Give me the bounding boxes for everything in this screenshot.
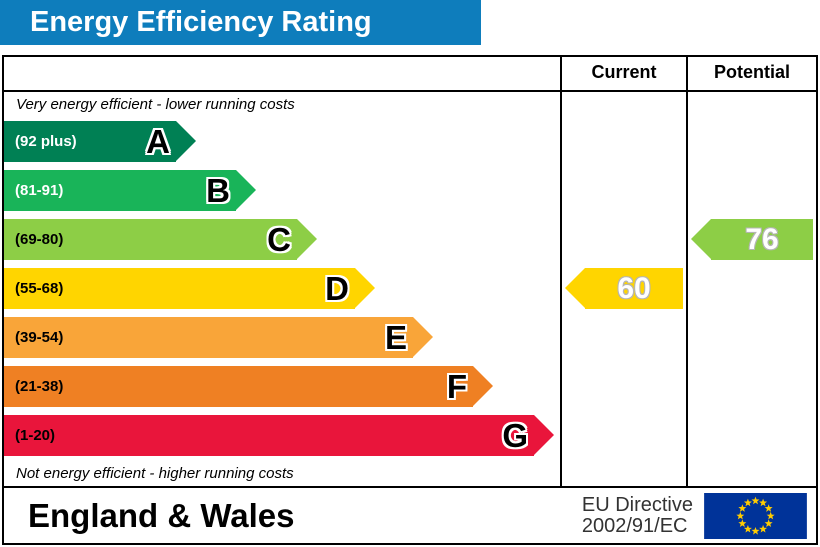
eu-flag-star: [738, 503, 747, 512]
table-header-row: Current Potential: [4, 57, 816, 92]
band-letter: C: [267, 221, 291, 258]
band-range-label: (92 plus): [15, 133, 77, 150]
eu-flag-star: [751, 496, 760, 504]
band-arrow-tip: [473, 366, 493, 406]
potential-pointer-body: 76: [711, 219, 813, 260]
table-body: Very energy efficient - lower running co…: [4, 92, 816, 486]
potential-value: 76: [745, 222, 779, 256]
eu-flag-star: [743, 524, 752, 533]
band-bar-f: (21-38) F: [4, 366, 493, 407]
chart-title-bar: Energy Efficiency Rating: [0, 0, 481, 45]
eu-flag-star: [743, 498, 752, 506]
band-letter: E: [384, 319, 407, 356]
band-arrow-tip: [236, 170, 256, 210]
band-range-label: (39-54): [15, 329, 64, 346]
band-row-b: (81-91) B: [4, 166, 560, 215]
eu-directive-line2: 2002/91/EC: [581, 514, 688, 537]
band-letter: B: [206, 172, 230, 209]
eu-flag-star: [764, 518, 773, 527]
table-footer: England & Wales EU Directive 2002/91/EC: [4, 486, 816, 543]
band-bar-d: (55-68) D: [4, 268, 375, 309]
eu-flag-star: [759, 524, 768, 533]
potential-pointer-tip: [691, 219, 711, 259]
band-row-f: (21-38) F: [4, 362, 560, 411]
band-letter: G: [502, 417, 528, 454]
current-pointer-tip: [565, 268, 585, 308]
bands-column-header: [4, 57, 560, 90]
rating-table: Current Potential Very energy efficient …: [2, 55, 818, 545]
top-note: Very energy efficient - lower running co…: [16, 96, 295, 113]
band-letter: D: [325, 270, 349, 307]
band-row-e: (39-54) E: [4, 313, 560, 362]
band-range-label: (55-68): [15, 280, 64, 297]
band-bar-e: (39-54) E: [4, 317, 433, 358]
potential-pointer: 76: [691, 219, 813, 260]
band-bar-g: (1-20) G: [4, 415, 554, 456]
band-row-a: (92 plus) A: [4, 117, 560, 166]
eu-directive-line1: EU Directive: [581, 493, 693, 516]
current-pointer: 60: [565, 268, 683, 309]
region-label: England & Wales: [28, 496, 295, 534]
eu-flag-star: [736, 511, 745, 519]
band-row-g: (1-20) G: [4, 411, 560, 460]
potential-column: 76: [686, 92, 816, 486]
eu-flag: [704, 492, 807, 539]
band-letter: F: [446, 368, 467, 405]
chart-title: Energy Efficiency Rating: [30, 6, 372, 38]
eu-flag-star: [738, 518, 747, 527]
band-arrow-tip: [355, 268, 375, 308]
eu-directive-label: EU Directive 2002/91/EC: [581, 493, 693, 537]
eu-flag-star: [759, 498, 768, 506]
band-range-label: (69-80): [15, 231, 64, 248]
band-range-label: (21-38): [15, 378, 64, 395]
bands-column: Very energy efficient - lower running co…: [4, 92, 560, 486]
band-row-d: (55-68) D: [4, 264, 560, 313]
band-letter: A: [146, 123, 170, 160]
eu-flag-star: [766, 511, 775, 519]
bottom-note: Not energy efficient - higher running co…: [16, 464, 294, 482]
eu-flag-star: [751, 526, 760, 535]
band-arrow-tip: [176, 121, 196, 161]
potential-column-header: Potential: [686, 57, 816, 90]
current-column: 60: [560, 92, 686, 486]
band-arrow-tip: [534, 415, 554, 455]
band-bar-a: (92 plus) A: [4, 121, 196, 162]
current-value: 60: [617, 271, 651, 305]
band-arrow-tip: [297, 219, 317, 259]
band-bar-c: (69-80) C: [4, 219, 317, 260]
eu-flag-star: [764, 503, 773, 512]
band-range-label: (1-20): [15, 427, 56, 444]
current-column-header: Current: [560, 57, 686, 90]
current-pointer-body: 60: [585, 268, 683, 309]
band-range-label: (81-91): [15, 182, 64, 199]
band-row-c: (69-80) C: [4, 215, 560, 264]
band-arrow-tip: [413, 317, 433, 357]
band-bar-b: (81-91) B: [4, 170, 256, 211]
